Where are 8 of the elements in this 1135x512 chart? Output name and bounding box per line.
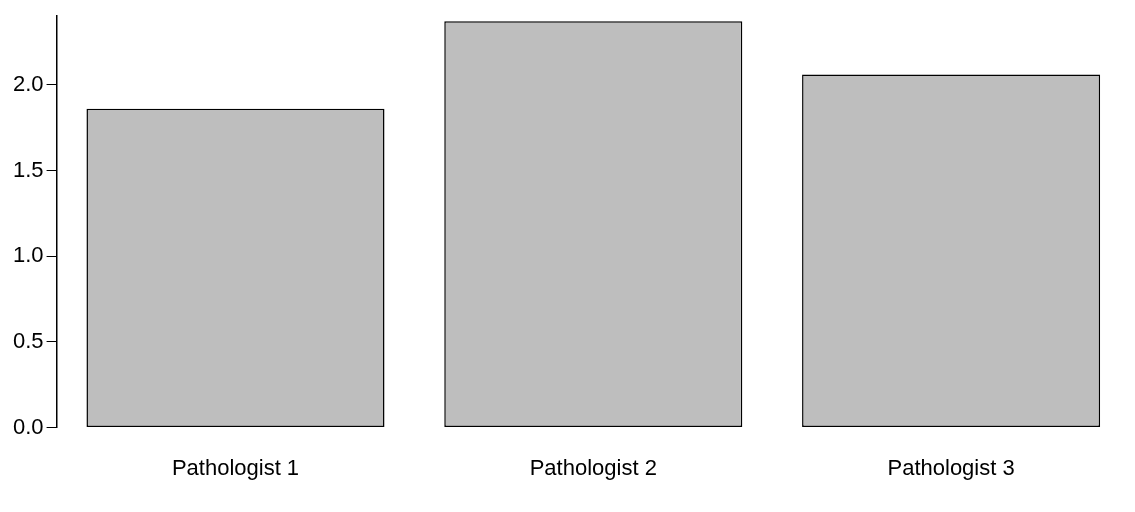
x-tick-label: Pathologist 1 <box>171 454 300 480</box>
y-tick-label: 1.5 <box>12 156 44 182</box>
y-tick-label: 2.0 <box>12 70 44 96</box>
y-tick-label: 1.0 <box>12 242 44 268</box>
x-tick-label: Pathologist 3 <box>887 454 1015 480</box>
y-tick-label: 0.5 <box>12 327 44 353</box>
y-tick-label: 0.0 <box>12 413 44 439</box>
x-tick-label: Pathologist 2 <box>529 454 657 480</box>
